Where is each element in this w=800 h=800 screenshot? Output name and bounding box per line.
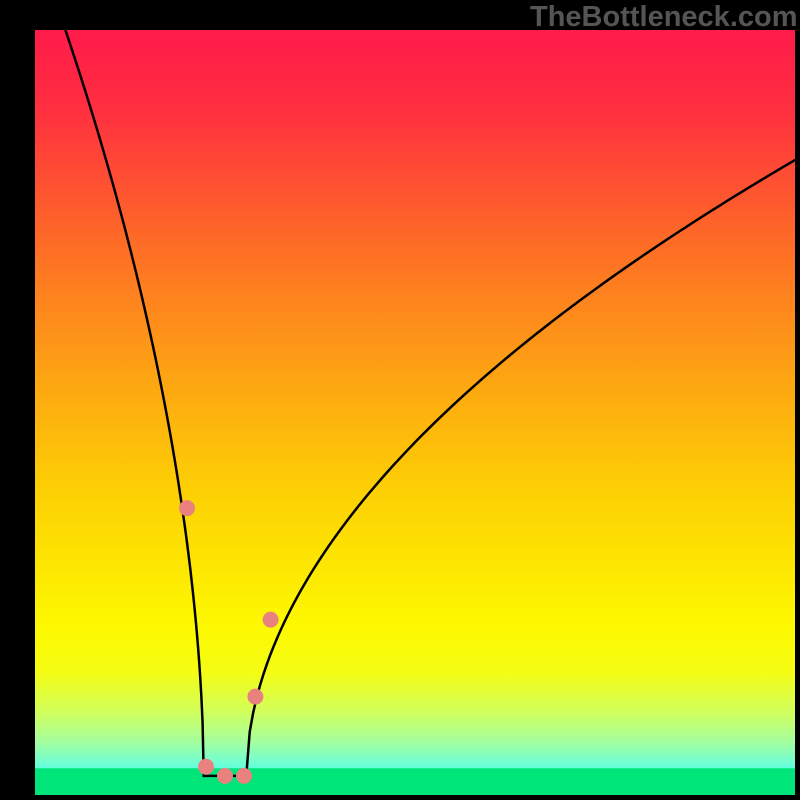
data-marker [263, 612, 279, 628]
data-marker [217, 768, 233, 784]
data-marker [179, 500, 195, 516]
plot-area [35, 30, 795, 795]
chart-container: TheBottleneck.com [0, 0, 800, 800]
gradient-background [35, 30, 795, 795]
data-marker [198, 759, 214, 775]
watermark-text: TheBottleneck.com [530, 1, 798, 34]
data-marker [236, 768, 252, 784]
data-marker [247, 689, 263, 705]
green-band [35, 768, 795, 795]
